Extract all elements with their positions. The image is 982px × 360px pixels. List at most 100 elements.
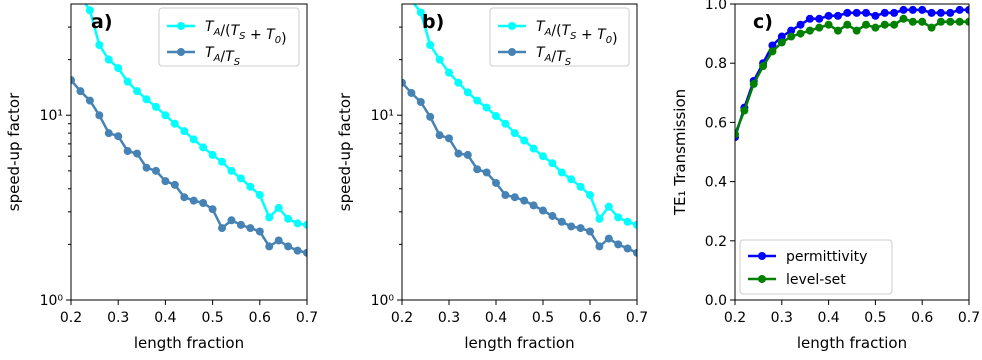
legend-label: level-set (786, 272, 846, 288)
y-tick-label: 0.0 (705, 293, 727, 309)
series-line-2 (71, 79, 307, 255)
data-point (539, 152, 547, 161)
data-point (918, 5, 927, 14)
data-point (482, 168, 491, 177)
data-point (852, 8, 861, 17)
data-point (265, 213, 274, 222)
data-point (604, 234, 613, 243)
data-point (161, 177, 170, 186)
legend-marker (177, 48, 185, 56)
data-point (501, 191, 510, 200)
data-point (218, 157, 227, 166)
legend: TA/(TS + T0)TA/TS (489, 7, 630, 68)
data-point (586, 227, 594, 236)
data-point (473, 96, 482, 105)
data-point (787, 32, 796, 41)
data-point (614, 240, 623, 249)
y-tick-label: 1.0 (705, 0, 727, 13)
x-axis-label: length fraction (797, 334, 907, 352)
data-point (463, 88, 472, 97)
data-point (492, 178, 500, 187)
data-point (416, 97, 425, 106)
data-point (227, 216, 236, 225)
data-point (749, 79, 758, 88)
data-point (236, 220, 245, 229)
data-point (410, 4, 413, 5)
data-point (567, 175, 576, 184)
data-point (510, 193, 519, 202)
data-point (539, 206, 547, 215)
data-point (274, 236, 283, 245)
data-point (529, 144, 538, 153)
data-point (293, 246, 302, 255)
legend-marker (508, 22, 516, 30)
y-tick-label: 0.8 (705, 56, 727, 72)
data-point (529, 201, 538, 210)
data-point (104, 129, 113, 138)
x-tick-label: 0.6 (249, 310, 271, 326)
data-point (567, 222, 576, 231)
x-tick-label: 0.6 (579, 310, 601, 326)
data-point (890, 8, 899, 17)
legend: permittivity level-set (739, 239, 893, 295)
data-point (965, 5, 969, 14)
data-point (236, 174, 245, 183)
data-point (548, 159, 557, 168)
y-axis-label: speed-up factor (336, 92, 354, 211)
data-point (520, 196, 529, 205)
data-point (936, 8, 945, 17)
data-point (492, 112, 500, 121)
data-point (435, 55, 444, 64)
axes-frame (734, 3, 970, 301)
data-point (246, 224, 255, 233)
data-point (768, 41, 777, 50)
data-point (426, 40, 435, 49)
data-point (473, 165, 482, 174)
data-point (407, 88, 416, 97)
data-point (862, 20, 871, 29)
data-point (965, 17, 969, 26)
plot-area (71, 4, 307, 257)
data-point (255, 227, 264, 236)
data-point (416, 8, 425, 17)
data-point (946, 17, 955, 26)
data-point (85, 96, 94, 105)
data-point (510, 129, 519, 138)
data-point (189, 135, 198, 144)
y-tick-label: 10¹ (371, 108, 394, 124)
data-point (303, 248, 307, 257)
data-point (114, 64, 123, 73)
data-point (633, 220, 637, 229)
data-point (161, 111, 170, 120)
data-point (735, 130, 739, 139)
data-point (586, 191, 594, 200)
data-point (614, 213, 623, 222)
x-axis-label: length fraction (134, 334, 244, 352)
legend-label: TA/(TS + T0) (205, 19, 287, 47)
data-point (142, 163, 151, 172)
data-point (871, 23, 880, 32)
data-point (768, 47, 777, 56)
panel-label: a) (91, 11, 113, 33)
data-point (955, 5, 964, 14)
data-point (114, 132, 123, 141)
x-tick-label: 0.6 (911, 310, 933, 326)
data-point (71, 76, 75, 85)
data-point (170, 180, 179, 189)
data-point (936, 17, 945, 26)
data-point (520, 136, 529, 145)
data-point (303, 220, 307, 229)
plot-area (402, 4, 637, 257)
data-point (255, 191, 264, 200)
legend-label: permittivity (786, 249, 867, 265)
x-tick-label: 0.4 (485, 310, 507, 326)
data-point (293, 219, 302, 228)
data-point (595, 214, 604, 223)
x-tick-label: 0.4 (817, 310, 839, 326)
data-point (284, 242, 293, 251)
data-point (501, 119, 510, 128)
data-point (133, 87, 142, 96)
data-point (265, 242, 274, 251)
x-tick-label: 0.5 (864, 310, 886, 326)
axes-frame (401, 3, 638, 301)
